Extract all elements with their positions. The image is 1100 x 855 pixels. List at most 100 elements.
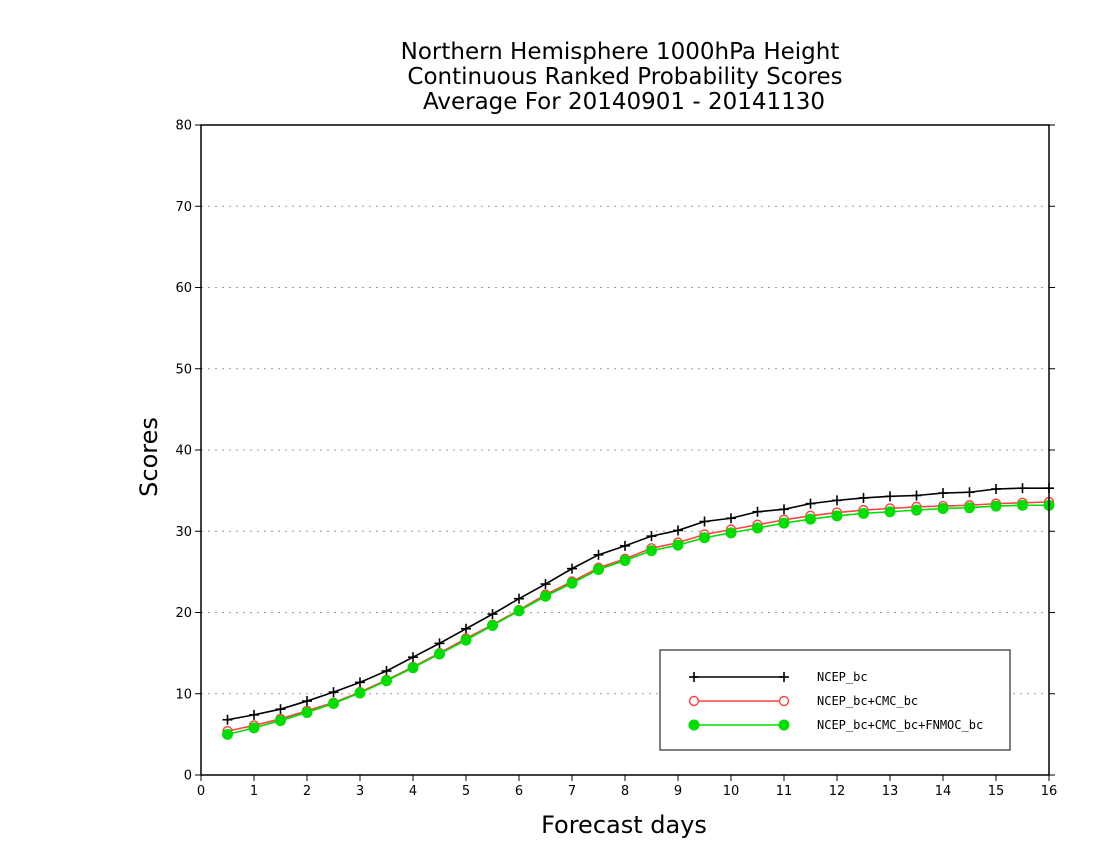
y-axis: 0 10 20 30 40 50 60 70 80 (175, 119, 1055, 784)
legend-marker-end (778, 695, 790, 707)
series-3-point (540, 590, 551, 602)
x-tick-label: 0 (197, 784, 205, 799)
series-1-point (964, 487, 975, 498)
x-tick-label: 2 (303, 784, 311, 799)
legend-marker-end (779, 672, 789, 682)
legend-marker-end (778, 719, 790, 731)
series-3-point (248, 722, 260, 734)
series-1-point (779, 504, 789, 515)
series-3-point (460, 634, 472, 646)
legend-item-3: NCEP_bc+CMC_bc+FNMOC_bc (688, 718, 983, 732)
title-line-1: Northern Hemisphere 1000hPa Height (401, 39, 840, 65)
series-3-point (301, 706, 313, 718)
x-tick-label: 4 (409, 784, 417, 799)
series-3-point (566, 577, 578, 589)
series-3-point (1017, 499, 1028, 511)
y-tick-label: 70 (175, 200, 192, 215)
legend-label: NCEP_bc+CMC_bc+FNMOC_bc (817, 718, 983, 732)
x-tick-label: 5 (462, 784, 470, 799)
series-3-point (805, 513, 816, 525)
series-3-point (884, 506, 896, 518)
series-1-point (355, 677, 365, 688)
series-3-point (990, 500, 1002, 512)
x-tick-label: 8 (621, 784, 629, 799)
series-1-point (328, 687, 339, 698)
y-tick-label: 40 (175, 444, 192, 459)
series-3-point (328, 698, 339, 709)
x-tick-label: 12 (829, 784, 846, 799)
series-3-point (381, 675, 392, 687)
series-1-point (514, 593, 524, 604)
y-axis-title: Scores (135, 417, 163, 497)
series-1 (222, 483, 1054, 725)
series-3-point (646, 545, 657, 557)
legend-label: NCEP_bc (817, 670, 868, 684)
series-1-point (752, 506, 763, 517)
series-1-point (620, 540, 630, 551)
y-tick-label: 10 (175, 687, 192, 702)
series-1-point (858, 492, 869, 503)
series-1-point (699, 516, 710, 527)
series-3-point (222, 728, 233, 740)
series-3-point (964, 502, 975, 514)
title-line-2: Continuous Ranked Probability Scores (407, 64, 842, 90)
x-tick-label: 9 (674, 784, 682, 799)
x-tick-label: 10 (723, 784, 740, 799)
series-3-point (672, 539, 684, 551)
series-1-point (593, 549, 604, 560)
series-1-point (673, 525, 683, 536)
y-tick-label: 60 (175, 281, 192, 296)
chart-title: Northern Hemisphere 1000hPa Height Conti… (401, 39, 843, 115)
series-1-point (911, 490, 922, 501)
x-tick-label: 6 (515, 784, 523, 799)
series-1-point (805, 498, 816, 509)
series-1-point (938, 488, 948, 499)
y-tick-label: 50 (175, 362, 192, 377)
y-tick-label: 80 (175, 119, 192, 134)
series-layer (222, 483, 1055, 740)
series-3-point (513, 605, 525, 617)
x-axis: 0 1 2 3 4 5 6 7 8 9 10 11 12 13 14 15 16 (197, 775, 1057, 799)
series-1-point (991, 484, 1001, 494)
title-line-3: Average For 20140901 - 20141130 (423, 89, 825, 115)
series-3-point (407, 662, 419, 674)
series-1-point (249, 709, 259, 720)
x-axis-title: Forecast days (541, 811, 707, 839)
x-tick-label: 15 (988, 784, 1005, 799)
series-3-point (937, 503, 949, 514)
series-1-point (726, 513, 736, 524)
legend: NCEP_bc NCEP_bc+CMC_bc NCEP_bc+CMC_bc+FNMO… (659, 649, 1011, 751)
series-3-point (911, 504, 922, 516)
y-tick-label: 20 (175, 606, 192, 621)
series-3-point (487, 620, 498, 631)
legend-label: NCEP_bc+CMC_bc (817, 694, 918, 708)
series-1-point (461, 623, 471, 634)
series-1-point (434, 638, 445, 649)
legend-marker-start (688, 695, 700, 707)
series-1-point (381, 666, 392, 676)
legend-item-2: NCEP_bc+CMC_bc (688, 694, 918, 708)
series-1-point (885, 491, 895, 502)
x-tick-label: 1 (250, 784, 258, 799)
legend-box (659, 649, 1011, 751)
series-3-point (699, 532, 710, 544)
series-3-point (619, 555, 631, 566)
x-tick-label: 7 (568, 784, 576, 799)
series-3-point (858, 507, 869, 519)
series-3-point (434, 648, 445, 660)
series-3 (222, 499, 1055, 740)
x-tick-label: 16 (1041, 784, 1058, 799)
series-1-point (487, 609, 498, 620)
series-3-point (593, 563, 604, 575)
legend-marker-start (688, 719, 700, 731)
series-1-point (646, 531, 657, 542)
series-1-point (832, 495, 842, 506)
x-tick-label: 14 (935, 784, 952, 799)
series-3-point (778, 517, 790, 529)
x-tick-label: 3 (356, 784, 364, 799)
series-3-point (725, 527, 737, 539)
series-3-point (831, 510, 843, 522)
legend-marker-start (689, 672, 699, 682)
series-3-point (752, 522, 763, 534)
